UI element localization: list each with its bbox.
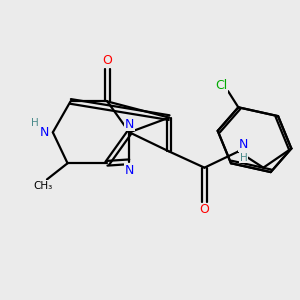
Text: N: N [125,118,134,130]
Text: H: H [31,118,38,128]
Text: O: O [102,54,112,67]
Text: H: H [240,153,248,163]
Text: N: N [40,126,49,139]
Text: N: N [239,139,248,152]
Text: O: O [200,203,209,216]
Text: N: N [125,164,134,176]
Text: CH₃: CH₃ [34,181,53,191]
Text: Cl: Cl [215,79,228,92]
